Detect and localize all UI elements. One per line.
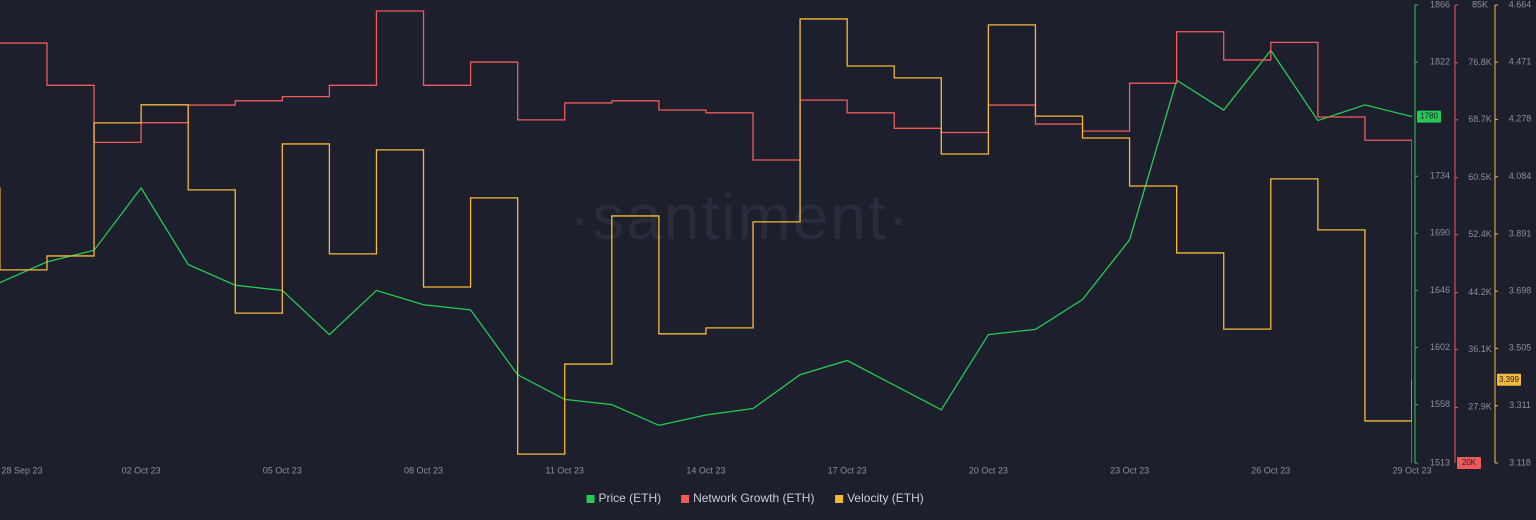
y-tick-label: 4.471 — [1509, 57, 1532, 67]
legend-swatch — [586, 495, 595, 503]
x-tick-label: 29 Oct 23 — [1392, 465, 1431, 475]
y-tick-label: 76.8K — [1468, 57, 1492, 67]
y-tick-label: 27.9K — [1468, 402, 1492, 412]
value-badge — [1457, 457, 1481, 469]
value-label: 1780 — [1420, 112, 1438, 121]
legend-swatch — [835, 495, 844, 503]
y-tick-label: 68.7K — [1468, 114, 1492, 124]
x-tick-label: 02 Oct 23 — [122, 465, 161, 475]
x-tick-label: 26 Oct 23 — [1251, 465, 1290, 475]
x-tick-label: 11 Oct 23 — [546, 465, 584, 475]
y-tick-label: 1734 — [1430, 171, 1450, 181]
value-badge — [1497, 373, 1521, 386]
value-label: 20K — [1462, 458, 1477, 467]
y-tick-label: 4.278 — [1509, 114, 1532, 124]
y-tick-label: 85K — [1472, 0, 1488, 9]
y-tick-label: 36.1K — [1468, 344, 1492, 354]
y-tick-label: 1690 — [1430, 228, 1450, 238]
legend-label: Velocity (ETH) — [847, 491, 924, 505]
y-tick-label: 1822 — [1430, 56, 1450, 66]
legend-label: Network Growth (ETH) — [693, 491, 814, 505]
value-badge — [1417, 110, 1441, 123]
y-tick-label: 1866 — [1430, 0, 1450, 9]
y-tick-label: 1602 — [1430, 342, 1450, 352]
x-tick-label: 17 Oct 23 — [828, 465, 867, 475]
value-label: 3.399 — [1499, 375, 1520, 384]
plot-area — [0, 10, 1412, 463]
y-tick-label: 4.664 — [1509, 0, 1532, 9]
x-tick-label: 23 Oct 23 — [1110, 465, 1149, 475]
y-tick-label: 1513 — [1430, 457, 1450, 467]
y-tick-label: 4.084 — [1509, 171, 1532, 181]
y-tick-label: 44.2K — [1468, 287, 1492, 297]
series-line — [0, 49, 1412, 427]
y-tick-label: 1646 — [1430, 285, 1450, 295]
x-tick-label: 28 Sep 23 — [1, 465, 42, 475]
y-tick-label: 3.891 — [1509, 228, 1532, 238]
watermark: ·santiment· — [569, 181, 911, 253]
series-line — [0, 18, 1412, 455]
y-tick-label: 60.5K — [1468, 172, 1492, 182]
x-tick-label: 05 Oct 23 — [263, 465, 302, 475]
legend-swatch — [681, 495, 690, 503]
y-tick-label: 52.4K — [1468, 229, 1492, 239]
x-tick-label: 14 Oct 23 — [686, 465, 725, 475]
y-tick-label: 3.118 — [1509, 457, 1531, 467]
legend-label: Price (ETH) — [599, 491, 662, 505]
x-tick-label: 08 Oct 23 — [404, 465, 443, 475]
y-tick-label: 3.311 — [1509, 400, 1531, 410]
series-line — [0, 10, 1412, 463]
y-tick-label: 1558 — [1430, 399, 1450, 409]
y-tick-label: 3.505 — [1509, 343, 1532, 353]
y-tick-label: 3.698 — [1509, 286, 1532, 296]
x-tick-label: 20 Oct 23 — [969, 465, 1008, 475]
